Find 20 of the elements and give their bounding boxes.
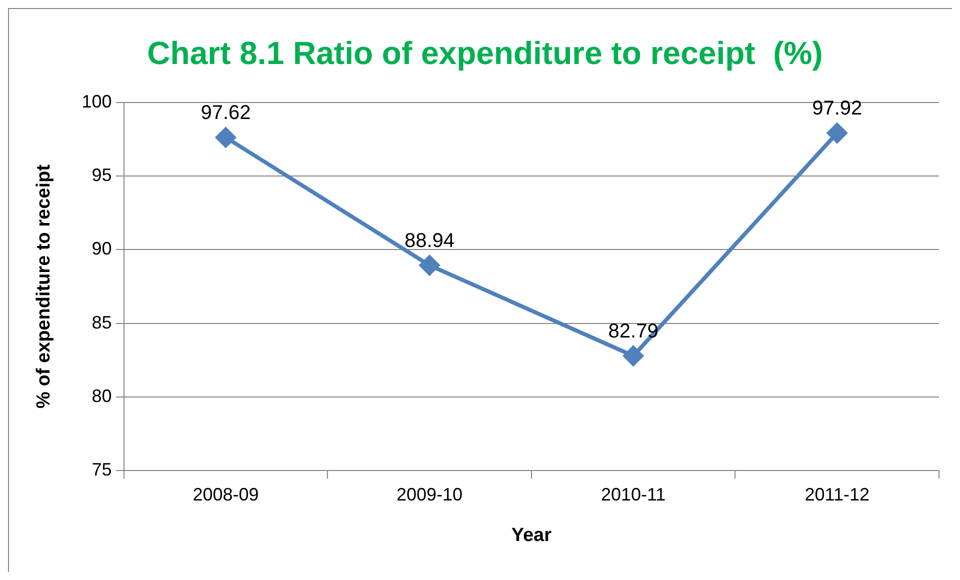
point	[420, 255, 440, 276]
x-tick-label: 2010-11	[600, 484, 666, 504]
chart-title: Chart 8.1 Ratio of expenditure to receipt (%)	[147, 35, 823, 72]
point	[623, 346, 644, 366]
point	[827, 123, 848, 144]
x-tick-label: 2011-12	[804, 484, 870, 504]
point	[216, 127, 236, 148]
data-label: 88.94	[404, 230, 455, 252]
y-tick-label: 80	[92, 386, 112, 406]
x-axis-title: Year	[511, 524, 552, 546]
y-tick-label: 100	[82, 91, 112, 112]
data-label: 97.62	[200, 102, 251, 124]
y-axis-title: % of expenditure to receipt	[34, 164, 55, 408]
y-tick-label: 85	[92, 312, 112, 332]
y-tick-label: 90	[92, 238, 112, 259]
y-tick-label: 95	[92, 165, 112, 186]
x-tick-label: 2009-10	[396, 484, 463, 504]
x-tick-label: 2008-09	[192, 484, 259, 504]
data-label: 97.92	[812, 98, 862, 120]
y-tick-label: 75	[92, 460, 112, 480]
